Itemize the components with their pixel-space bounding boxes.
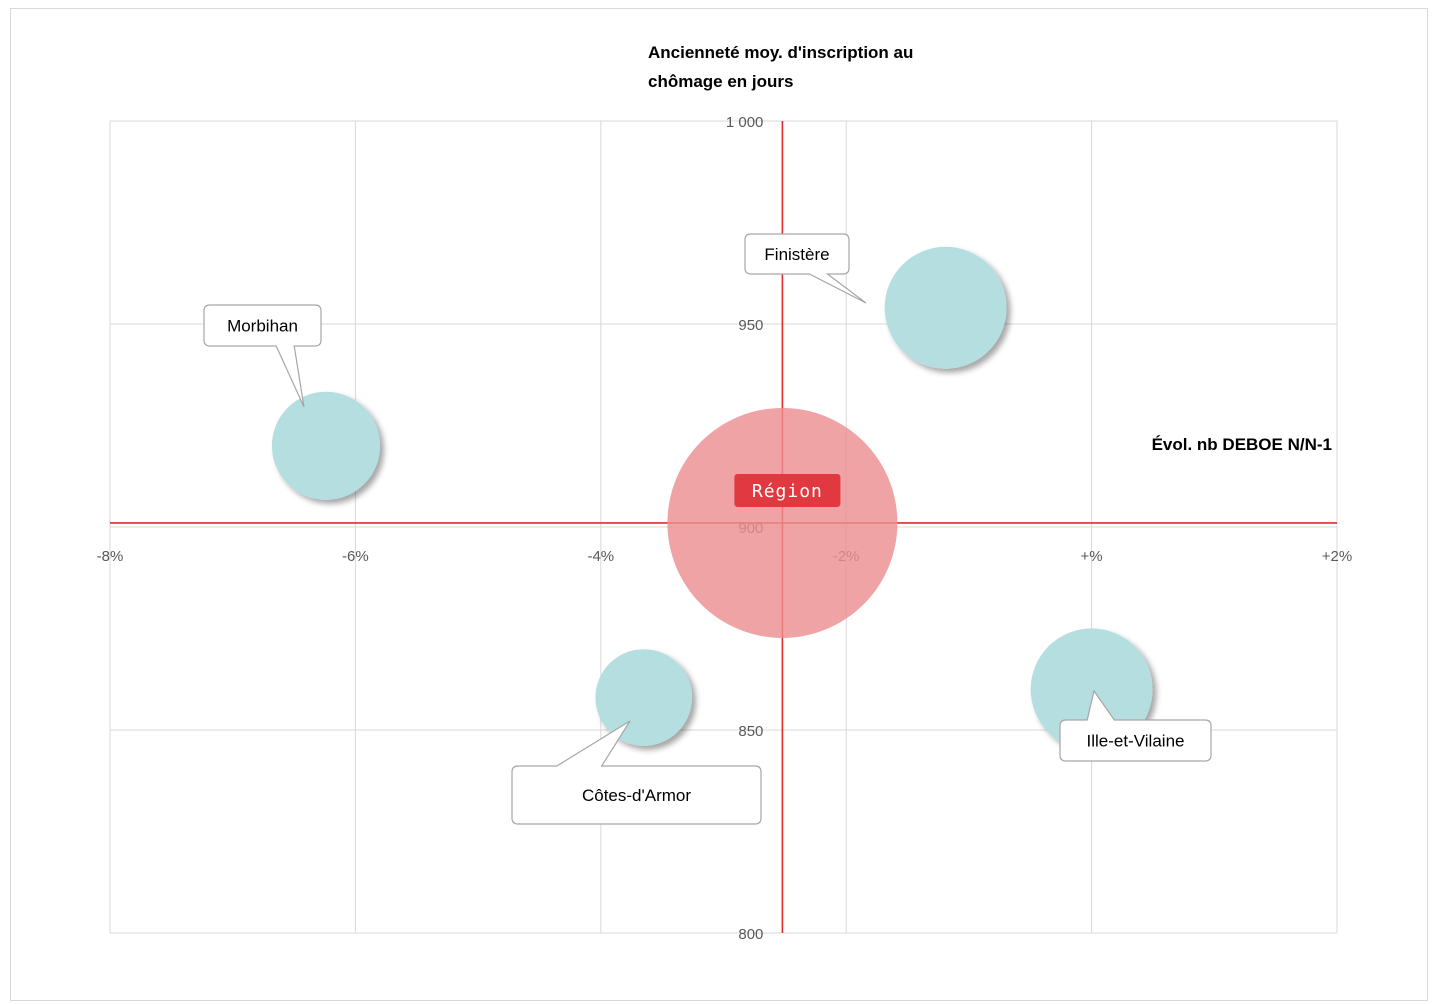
x-tick-label-2: -4%	[587, 548, 614, 565]
callout-label-morbihan: Morbihan	[227, 317, 298, 336]
bubble-morbihan	[271, 391, 381, 500]
y-tick-label-0: 800	[738, 926, 763, 943]
y-tick-label-1: 850	[738, 723, 763, 740]
x-tick-label-0: -8%	[97, 548, 124, 565]
region-label-background	[734, 473, 841, 507]
callout-box-finistere	[744, 233, 867, 304]
region-label: Région	[734, 473, 841, 507]
y-axis-title-line1: Ancienneté moy. d'inscription au	[648, 43, 913, 62]
x-tick-label-4: +%	[1081, 548, 1103, 565]
y-axis-title-line2: chômage en jours	[648, 72, 793, 91]
bubble-cotes-d-armor	[595, 649, 693, 746]
data-callouts: Morbihan Finistère Côtes-d'Armor Ille-et-Vi…	[203, 233, 1212, 825]
callout-box-morbihan	[203, 304, 322, 408]
y-tick-label-4: 1 000	[726, 114, 764, 131]
bubble-region	[667, 407, 898, 638]
callout-box-ille-et-vilaine	[1059, 689, 1212, 762]
callout-ille-et-vilaine: Ille-et-Vilaine	[1059, 689, 1212, 762]
callout-finistere: Finistère	[744, 233, 867, 304]
x-axis-title: Évol. nb DEBOE N/N-1	[1152, 435, 1332, 454]
y-tick-label-3: 950	[738, 317, 763, 334]
region-label-text: Région	[752, 481, 823, 502]
x-tick-label-5: +2%	[1322, 548, 1352, 565]
callout-label-finistere: Finistère	[764, 245, 829, 264]
bubbles	[271, 246, 1153, 751]
callout-box-cotes-d-armor	[511, 720, 762, 825]
callout-cotes-d-armor: Côtes-d'Armor	[511, 720, 762, 825]
x-tick-label-1: -6%	[342, 548, 369, 565]
callout-label-cotes-d-armor: Côtes-d'Armor	[582, 786, 691, 805]
callout-label-ille-et-vilaine: Ille-et-Vilaine	[1087, 732, 1185, 751]
bubble-finistere	[884, 246, 1007, 369]
callout-morbihan: Morbihan	[203, 304, 322, 408]
